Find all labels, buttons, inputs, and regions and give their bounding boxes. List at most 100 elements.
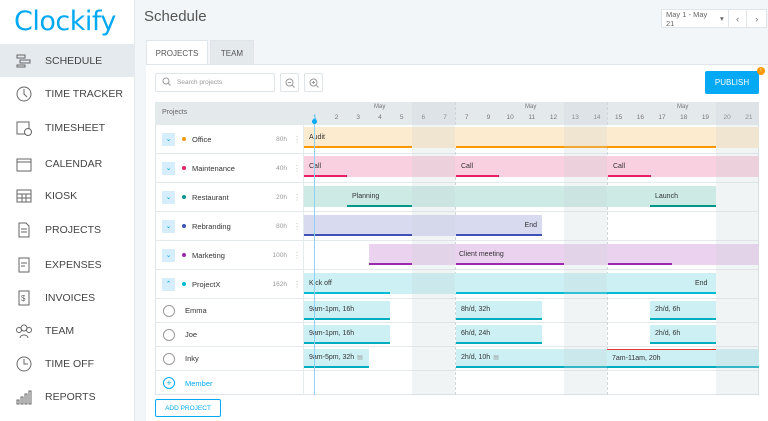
member-row-inky: Inky xyxy=(155,347,759,371)
bar-rebranding[interactable]: End xyxy=(304,215,542,236)
sidebar-item-schedule[interactable]: SCHEDULE xyxy=(0,44,135,77)
search-icon xyxy=(162,77,171,88)
bar-maintenance[interactable]: Call xyxy=(304,156,759,177)
day-label: 7 xyxy=(443,114,447,121)
day-label: 21 xyxy=(745,114,753,121)
bar-underline xyxy=(456,263,564,265)
bar-underline xyxy=(456,146,716,148)
bar-label: Client meeting xyxy=(459,251,504,258)
zoom-out-button[interactable] xyxy=(280,73,299,92)
bar-label: Kick off xyxy=(309,280,332,287)
bar-label: 7am-11am, 20h xyxy=(612,354,661,362)
sidebar-item-reports[interactable]: REPORTS xyxy=(0,380,135,413)
bar-label: Call xyxy=(461,163,474,170)
project-hours: 80h xyxy=(276,135,287,143)
add-project-button[interactable]: ADD PROJECT xyxy=(155,399,221,417)
expand-button[interactable]: ⌄ xyxy=(162,161,175,175)
expand-button[interactable]: ⌄ xyxy=(162,219,175,233)
avatar xyxy=(163,304,175,317)
sidebar-item-calendar[interactable]: CALENDAR xyxy=(0,147,135,180)
date-range-select[interactable]: May 1 - May 21 ▾ xyxy=(662,10,729,28)
sidebar-item-projects[interactable]: PROJECTS xyxy=(0,213,135,246)
more-options-icon[interactable]: ⋮ xyxy=(293,279,301,289)
sidebar-item-timesheet[interactable]: TIMESHEET xyxy=(0,111,135,144)
member-row-joe: Joe xyxy=(155,323,759,347)
assignment-emma-1[interactable]: 9am-1pm, 16h xyxy=(304,301,390,320)
bar-audit[interactable]: Audit xyxy=(304,127,759,148)
day-label: 7 xyxy=(464,114,469,121)
add-member-button[interactable]: Member xyxy=(185,378,213,388)
note-icon: ▤ xyxy=(357,355,363,361)
sidebar-item-team[interactable]: TEAM xyxy=(0,314,135,347)
sidebar-item-label: REPORTS xyxy=(45,390,96,403)
more-options-icon[interactable]: ⋮ xyxy=(293,163,301,173)
time-off-icon xyxy=(15,355,33,373)
zoom-in-icon xyxy=(309,78,319,88)
assignment-emma-2[interactable]: 8h/d, 32h xyxy=(456,301,542,320)
bar-call-3[interactable]: Call xyxy=(608,156,648,177)
tab-projects[interactable]: PROJECTS xyxy=(146,40,208,65)
assignment-inky-1[interactable]: 9am-5pm, 32h ▤ xyxy=(304,349,369,368)
more-options-icon[interactable]: ⋮ xyxy=(293,221,301,231)
member-row-emma: Emma xyxy=(155,299,759,323)
bar-end-projectx[interactable]: End xyxy=(690,273,716,294)
publish-badge: ! xyxy=(757,67,765,75)
bar-underline xyxy=(608,263,672,265)
svg-text:$: $ xyxy=(21,294,26,303)
note-icon: ▤ xyxy=(493,355,499,361)
project-color-dot xyxy=(182,282,186,286)
bar-label: 2h/d, 10h xyxy=(461,354,491,361)
sidebar-item-kiosk[interactable]: KIOSK xyxy=(0,179,135,212)
bar-launch[interactable]: Launch xyxy=(650,186,710,207)
page-title: Schedule xyxy=(144,8,207,25)
more-options-icon[interactable]: ⋮ xyxy=(293,192,301,202)
bar-underline xyxy=(456,175,499,177)
bar-restaurant[interactable] xyxy=(304,186,716,207)
collapse-button[interactable]: ⌃ xyxy=(162,277,175,291)
tab-team[interactable]: TEAM xyxy=(210,40,254,65)
bar-planning[interactable]: Planning xyxy=(347,186,407,207)
search-placeholder: Search projects xyxy=(177,79,223,86)
assignment-inky-3[interactable]: 7am-11am, 20h xyxy=(607,349,716,368)
zoom-in-button[interactable] xyxy=(304,73,323,92)
next-period-button[interactable]: › xyxy=(755,13,759,24)
more-options-icon[interactable]: ⋮ xyxy=(293,134,301,144)
expand-button[interactable]: ⌄ xyxy=(162,190,175,204)
sidebar-item-time-tracker[interactable]: TIME TRACKER xyxy=(0,77,135,110)
sidebar-item-expenses[interactable]: EXPENSES xyxy=(0,248,135,281)
avatar xyxy=(163,328,175,341)
bar-call-2[interactable]: Call xyxy=(456,156,496,177)
expand-button[interactable]: ⌄ xyxy=(162,248,175,262)
assignment-joe-3[interactable]: 2h/d, 6h xyxy=(650,325,716,344)
reports-icon xyxy=(15,388,33,406)
add-member-icon[interactable]: + xyxy=(163,377,175,389)
day-label: 20 xyxy=(723,114,731,121)
bar-label: Audit xyxy=(309,134,325,141)
bar-kickoff[interactable]: Kick off xyxy=(304,273,716,294)
sidebar-item-label: PROJECTS xyxy=(45,223,102,236)
bar-client-meeting[interactable]: Client meeting xyxy=(369,244,759,265)
project-hours: 100h xyxy=(272,251,287,259)
assignment-joe-1[interactable]: 9am-1pm, 16h xyxy=(304,325,390,344)
sidebar-item-time-off[interactable]: TIME OFF xyxy=(0,347,135,380)
search-input[interactable]: Search projects xyxy=(155,73,275,92)
bar-underline xyxy=(304,175,347,177)
caret-down-icon: ▾ xyxy=(720,14,724,23)
prev-period-button[interactable]: ‹ xyxy=(729,10,748,27)
member-name: Joe xyxy=(185,330,198,339)
assignment-joe-2[interactable]: 6h/d, 24h xyxy=(456,325,542,344)
bar-underline xyxy=(369,263,412,265)
project-row-marketing: ⌄ Marketing 100h ⋮ xyxy=(155,241,759,270)
sidebar-item-invoices[interactable]: $ INVOICES xyxy=(0,281,135,314)
assignment-emma-3[interactable]: 2h/d, 6h xyxy=(650,301,716,320)
project-color-dot xyxy=(182,137,186,141)
timesheet-icon xyxy=(15,119,33,137)
bar-underline xyxy=(347,205,412,207)
invoice-icon: $ xyxy=(15,289,33,307)
bar-underline xyxy=(456,234,542,236)
expand-button[interactable]: ⌄ xyxy=(162,132,175,146)
day-label: 16 xyxy=(636,114,644,121)
logo: Clockify xyxy=(14,6,116,37)
more-options-icon[interactable]: ⋮ xyxy=(293,250,301,260)
publish-button[interactable]: PUBLISH xyxy=(705,71,759,94)
